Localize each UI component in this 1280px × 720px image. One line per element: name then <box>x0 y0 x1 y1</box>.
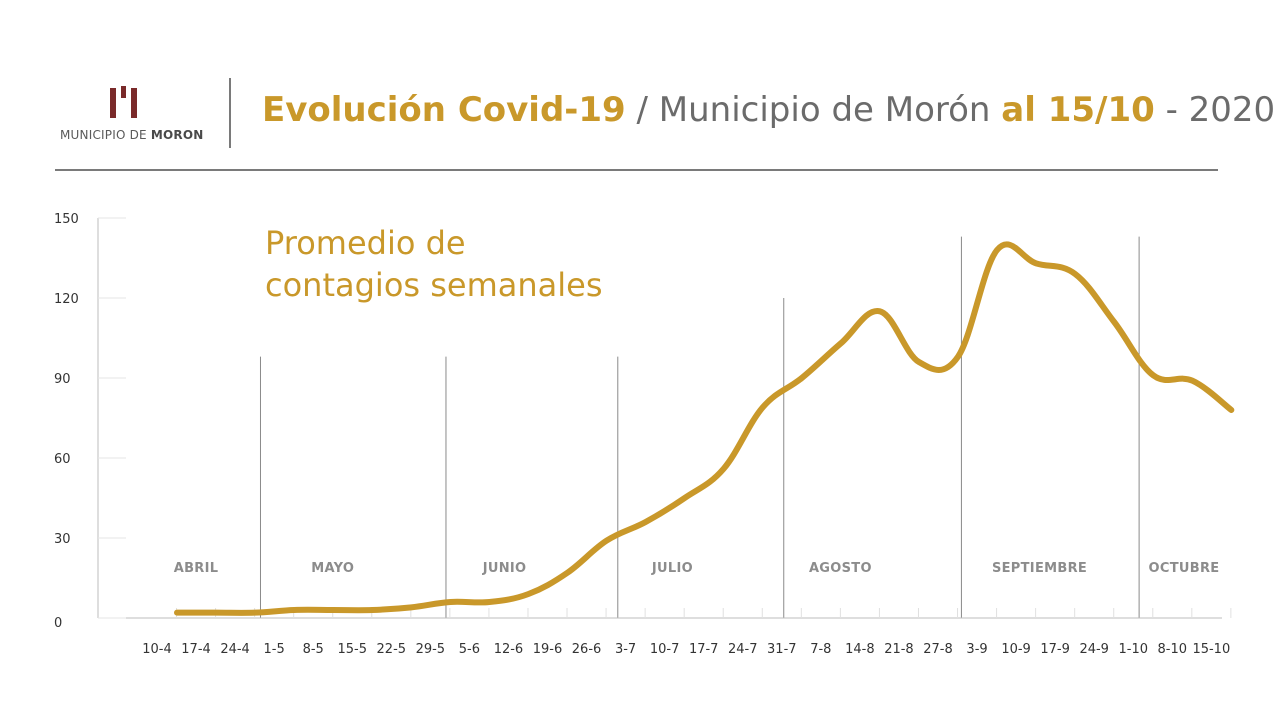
y-tick-label: 90 <box>54 372 71 387</box>
month-label: OCTUBRE <box>1149 561 1220 576</box>
x-tick-label: 19-6 <box>533 642 563 657</box>
municipio-logo-icon <box>110 86 137 118</box>
month-label: AGOSTO <box>809 561 872 576</box>
month-label: MAYO <box>311 561 354 576</box>
axes <box>97 218 1222 619</box>
x-tick-label: 17-7 <box>689 642 719 657</box>
chart-subtitle-line2: contagios semanales <box>265 266 603 304</box>
x-tick-label: 24-9 <box>1079 642 1109 657</box>
x-tick-label: 10-4 <box>142 642 172 657</box>
header-rule <box>55 169 1218 171</box>
series-line <box>174 241 1235 616</box>
y-ticks: 0 30 60 90 120 150 <box>54 212 126 631</box>
x-tick-label: 3-9 <box>966 642 987 657</box>
y-tick-label: 30 <box>54 532 71 547</box>
chart-subtitle: Promedio de contagios semanales <box>265 222 603 306</box>
x-tick-label: 8-10 <box>1158 642 1188 657</box>
x-tick-label: 12-6 <box>494 642 524 657</box>
month-label: SEPTIEMBRE <box>992 561 1087 576</box>
logo-text: MUNICIPIO DE MORON <box>60 128 204 142</box>
x-tick-label: 1-5 <box>264 642 285 657</box>
x-tick-label: 29-5 <box>416 642 446 657</box>
x-tick-label: 26-6 <box>572 642 602 657</box>
header: MUNICIPIO DE MORON Evolución Covid-19 / … <box>0 0 1280 175</box>
x-tick-label: 10-9 <box>1001 642 1031 657</box>
x-ticks: 10-4 17-4 24-4 1-5 8-5 15-5 22-5 29-5 5-6 12-6 19-… <box>142 608 1232 657</box>
x-tick-label: 5-6 <box>459 642 480 657</box>
x-tick-label: 17-4 <box>181 642 211 657</box>
month-labels: ABRIL MAYO JUNIO JULIO AGOSTO SEPTIEMBRE OCTUB… <box>174 561 1220 576</box>
y-tick-label: 120 <box>54 292 79 307</box>
month-label: JULIO <box>651 561 693 576</box>
page-title: Evolución Covid-19 / Municipio de Morón … <box>262 90 1276 130</box>
y-tick-label: 0 <box>54 616 62 631</box>
y-tick-label: 150 <box>54 212 79 227</box>
x-tick-label: 14-8 <box>845 642 875 657</box>
header-divider <box>229 78 231 148</box>
x-tick-label: 15-5 <box>337 642 367 657</box>
x-tick-label: 22-5 <box>377 642 407 657</box>
x-tick-label: 10-7 <box>650 642 680 657</box>
month-dividers <box>259 236 1140 618</box>
chart-subtitle-line1: Promedio de <box>265 224 466 262</box>
y-tick-label: 60 <box>54 452 71 467</box>
x-tick-label: 3-7 <box>615 642 636 657</box>
month-label: JUNIO <box>482 561 527 576</box>
x-tick-label: 27-8 <box>923 642 953 657</box>
x-tick-label: 21-8 <box>884 642 914 657</box>
x-tick-label: 31-7 <box>767 642 797 657</box>
x-tick-label: 8-5 <box>303 642 324 657</box>
x-tick-label: 24-7 <box>728 642 758 657</box>
x-tick-label: 1-10 <box>1118 642 1148 657</box>
month-label: ABRIL <box>174 561 219 576</box>
x-tick-label: 17-9 <box>1040 642 1070 657</box>
x-tick-label: 24-4 <box>220 642 250 657</box>
x-tick-label: 15-10 <box>1192 642 1230 657</box>
x-tick-label: 7-8 <box>810 642 831 657</box>
